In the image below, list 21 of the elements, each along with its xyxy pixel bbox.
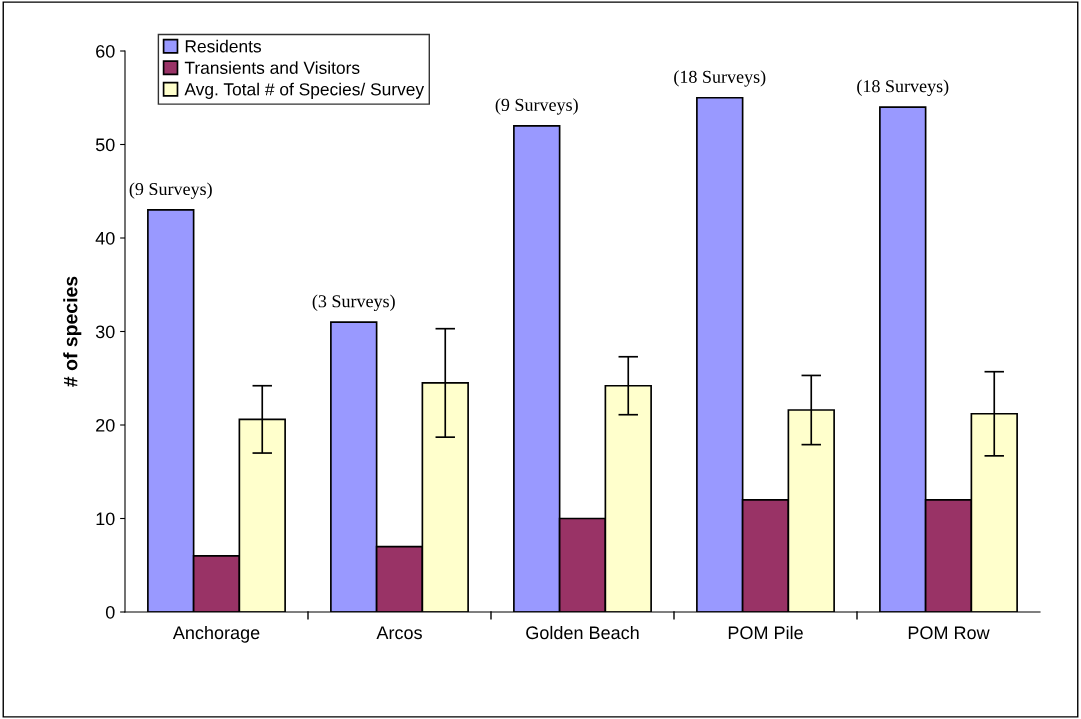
x-tick-label: Anchorage bbox=[172, 625, 260, 643]
x-tick-label: Arcos bbox=[376, 626, 422, 640]
y-axis-title: # of species bbox=[63, 276, 82, 387]
y-tick-label: 40 bbox=[95, 231, 115, 245]
y-tick-label: 10 bbox=[96, 512, 115, 526]
y-tick-label: 60 bbox=[96, 44, 115, 58]
x-tick-label: POM Pile bbox=[728, 625, 803, 640]
legend-label: Avg. Total # of Species/ Survey bbox=[184, 82, 425, 99]
y-tick-label: 30 bbox=[95, 325, 115, 339]
y-tick-label: 20 bbox=[96, 418, 115, 432]
y-tick-label: 0 bbox=[105, 605, 115, 619]
x-tick-label: Golden Beach bbox=[526, 625, 639, 640]
legend-label: Residents bbox=[185, 39, 261, 53]
annotation: (9 Surveys) bbox=[495, 98, 578, 115]
x-tick-label: POM Row bbox=[908, 626, 990, 640]
annotation: (3 Surveys) bbox=[312, 294, 395, 312]
legend-label: Transients and Visitors bbox=[184, 61, 360, 74]
annotation: (18 Surveys) bbox=[674, 70, 766, 87]
annotation: (18 Surveys) bbox=[857, 79, 949, 96]
y-tick-label: 50 bbox=[95, 138, 115, 152]
annotation: (9 Surveys) bbox=[129, 182, 212, 199]
